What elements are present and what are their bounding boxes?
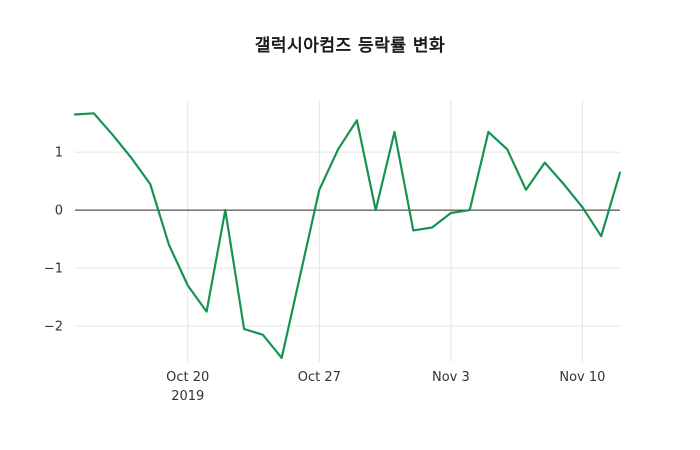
series-line [73, 112, 622, 359]
x-tick-label: Nov 10 [559, 370, 605, 385]
y-tick-label: −2 [44, 320, 63, 335]
y-tick-label: 0 [55, 204, 63, 219]
y-tick-label: 1 [55, 146, 63, 161]
gridlines [75, 100, 620, 362]
chart-title: 갤럭시아컴즈 등락률 변화 [254, 36, 446, 56]
x-axis-tick-labels: Oct 20 2019 Oct 27 Nov 3 Nov 10 [166, 370, 605, 404]
x-tick-label: Oct 27 [298, 370, 341, 385]
x-tick-label: Nov 3 [432, 370, 470, 385]
y-tick-label: −1 [44, 262, 63, 277]
x-tick-year-label: 2019 [171, 389, 204, 404]
y-axis-tick-labels: 1 0 −1 −2 [44, 146, 63, 335]
data-line-series [73, 112, 622, 359]
x-tick-label: Oct 20 [166, 370, 209, 385]
